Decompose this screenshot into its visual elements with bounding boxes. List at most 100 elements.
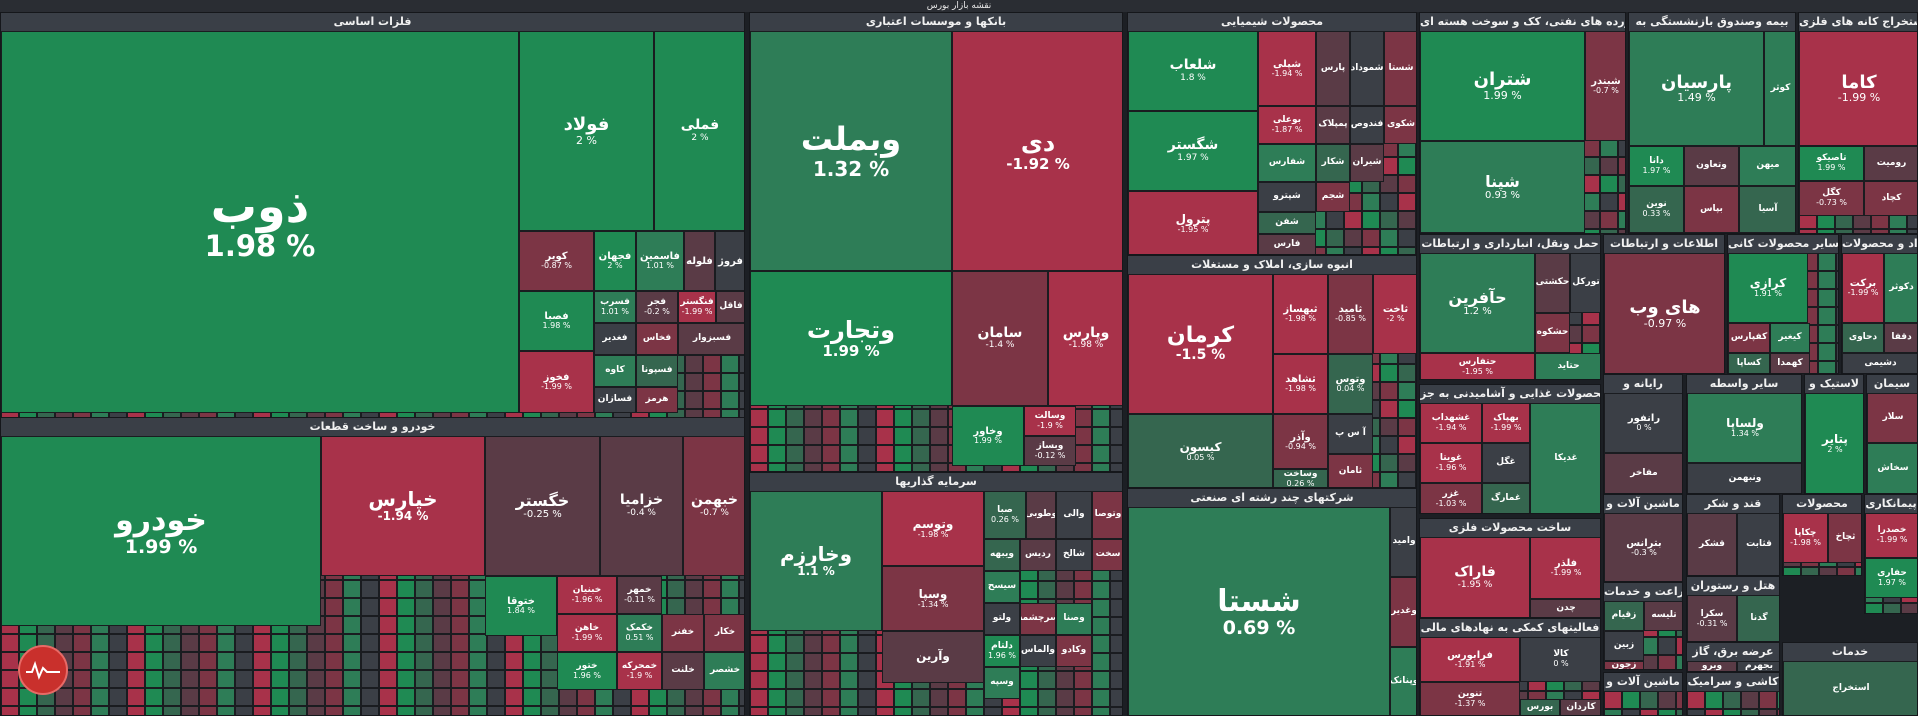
minor-stock-tile[interactable] xyxy=(1510,379,1528,380)
minor-stock-tile[interactable] xyxy=(1600,289,1601,307)
minor-stock-tile[interactable] xyxy=(1020,707,1038,715)
minor-stock-tile[interactable] xyxy=(1380,418,1398,436)
minor-stock-tile[interactable] xyxy=(235,670,253,688)
minor-stock-tile[interactable] xyxy=(163,688,181,706)
minor-stock-tile[interactable] xyxy=(505,670,523,688)
minor-stock-tile[interactable] xyxy=(1600,655,1601,673)
stock-tile[interactable]: والی xyxy=(1056,491,1092,539)
minor-stock-tile[interactable] xyxy=(804,409,822,427)
minor-stock-tile[interactable] xyxy=(1705,709,1723,715)
stock-tile[interactable]: سلار xyxy=(1867,393,1917,443)
minor-stock-tile[interactable] xyxy=(858,635,876,653)
minor-stock-tile[interactable] xyxy=(451,652,469,670)
minor-stock-tile[interactable] xyxy=(822,445,840,463)
minor-stock-tile[interactable] xyxy=(325,706,343,715)
minor-stock-tile[interactable] xyxy=(199,706,217,715)
minor-stock-tile[interactable] xyxy=(858,409,876,427)
stock-tile[interactable]: مفاخر xyxy=(1604,453,1682,493)
minor-stock-tile[interactable] xyxy=(73,688,91,706)
minor-stock-tile[interactable] xyxy=(1622,691,1640,709)
minor-stock-tile[interactable] xyxy=(1600,591,1601,609)
stock-tile[interactable]: بترانس -0.3 % xyxy=(1604,513,1682,581)
minor-stock-tile[interactable] xyxy=(1416,346,1417,364)
stock-tile[interactable]: ذوب 1.98 % xyxy=(1,31,519,413)
stock-tile[interactable]: وخاور 1.99 % xyxy=(952,406,1024,466)
minor-stock-tile[interactable] xyxy=(397,634,415,652)
minor-stock-tile[interactable] xyxy=(1092,581,1110,599)
minor-stock-tile[interactable] xyxy=(1836,271,1838,289)
minor-stock-tile[interactable] xyxy=(91,706,109,715)
minor-stock-tile[interactable] xyxy=(289,652,307,670)
minor-stock-tile[interactable] xyxy=(750,463,768,471)
minor-stock-tile[interactable] xyxy=(1777,691,1779,709)
minor-stock-tile[interactable] xyxy=(289,634,307,652)
minor-stock-tile[interactable] xyxy=(1600,193,1618,211)
minor-stock-tile[interactable] xyxy=(786,427,804,445)
minor-stock-tile[interactable] xyxy=(307,634,325,652)
stock-tile[interactable]: فرابورس -1.91 % xyxy=(1420,637,1520,682)
minor-stock-tile[interactable] xyxy=(1092,671,1110,689)
minor-stock-tile[interactable] xyxy=(858,689,876,707)
minor-stock-tile[interactable] xyxy=(109,706,127,715)
minor-stock-tile[interactable] xyxy=(1380,229,1398,247)
minor-stock-tile[interactable] xyxy=(822,635,840,653)
sector-12[interactable]: سایر محصولات کانی کرازی 1.91 % کفپارس کیغیر ک… xyxy=(1727,234,1839,374)
minor-stock-tile[interactable] xyxy=(1416,31,1417,49)
minor-stock-tile[interactable] xyxy=(1618,157,1625,175)
minor-stock-tile[interactable] xyxy=(703,580,721,598)
minor-stock-tile[interactable] xyxy=(1438,379,1456,380)
stock-tile[interactable]: وغدیر xyxy=(1390,577,1416,647)
minor-stock-tile[interactable] xyxy=(343,580,361,598)
minor-stock-tile[interactable] xyxy=(343,652,361,670)
minor-stock-tile[interactable] xyxy=(1818,253,1836,271)
minor-stock-tile[interactable] xyxy=(1600,493,1601,511)
sector-29[interactable]: کاشی و سرامیک xyxy=(1686,672,1780,716)
minor-stock-tile[interactable] xyxy=(804,707,822,715)
stock-tile[interactable]: ختور 1.96 % xyxy=(557,652,617,690)
minor-stock-tile[interactable] xyxy=(199,634,217,652)
minor-stock-tile[interactable] xyxy=(1836,307,1838,325)
minor-stock-tile[interactable] xyxy=(163,706,181,715)
stock-tile[interactable]: فاقل xyxy=(716,291,744,323)
minor-stock-tile[interactable] xyxy=(1092,635,1110,653)
minor-stock-tile[interactable] xyxy=(1600,325,1601,343)
minor-stock-tile[interactable] xyxy=(1676,709,1682,715)
minor-stock-tile[interactable] xyxy=(271,688,289,706)
minor-stock-tile[interactable] xyxy=(1362,247,1380,254)
minor-stock-tile[interactable] xyxy=(876,409,894,427)
minor-stock-tile[interactable] xyxy=(235,706,253,715)
minor-stock-tile[interactable] xyxy=(822,707,840,715)
minor-stock-tile[interactable] xyxy=(397,688,415,706)
minor-stock-tile[interactable] xyxy=(451,706,469,715)
minor-stock-tile[interactable] xyxy=(750,671,768,689)
minor-stock-tile[interactable] xyxy=(1618,175,1625,193)
minor-stock-tile[interactable] xyxy=(415,616,433,634)
minor-stock-tile[interactable] xyxy=(451,670,469,688)
minor-stock-tile[interactable] xyxy=(433,688,451,706)
stock-tile[interactable]: رومیت xyxy=(1864,146,1917,181)
stock-tile[interactable]: بپاس xyxy=(1684,186,1739,233)
stock-tile[interactable]: کهمدا xyxy=(1770,353,1810,373)
minor-stock-tile[interactable] xyxy=(804,653,822,671)
minor-stock-tile[interactable] xyxy=(822,409,840,427)
minor-stock-tile[interactable] xyxy=(55,706,73,715)
minor-stock-tile[interactable] xyxy=(1818,289,1836,307)
minor-stock-tile[interactable] xyxy=(1600,175,1618,193)
stock-tile[interactable]: وکادو xyxy=(1056,635,1092,667)
minor-stock-tile[interactable] xyxy=(415,706,433,715)
minor-stock-tile[interactable] xyxy=(1074,689,1092,707)
stock-tile[interactable]: خفنر xyxy=(662,614,704,652)
minor-stock-tile[interactable] xyxy=(487,670,505,688)
sector-11[interactable]: اطلاعات و ارتباطات های وب -0.97 % xyxy=(1603,234,1725,374)
minor-stock-tile[interactable] xyxy=(307,688,325,706)
minor-stock-tile[interactable] xyxy=(685,706,703,715)
stock-tile[interactable]: وتجارت 1.99 % xyxy=(750,271,952,406)
minor-stock-tile[interactable] xyxy=(1362,193,1380,211)
minor-stock-tile[interactable] xyxy=(343,670,361,688)
minor-stock-tile[interactable] xyxy=(1326,247,1344,254)
minor-stock-tile[interactable] xyxy=(253,706,271,715)
stock-tile[interactable]: شبندر -0.7 % xyxy=(1585,31,1625,141)
sector-17[interactable]: لاستیک و پتایر 2 % xyxy=(1804,374,1864,494)
stock-tile[interactable]: ویبهه xyxy=(984,539,1020,571)
minor-stock-tile[interactable] xyxy=(840,689,858,707)
